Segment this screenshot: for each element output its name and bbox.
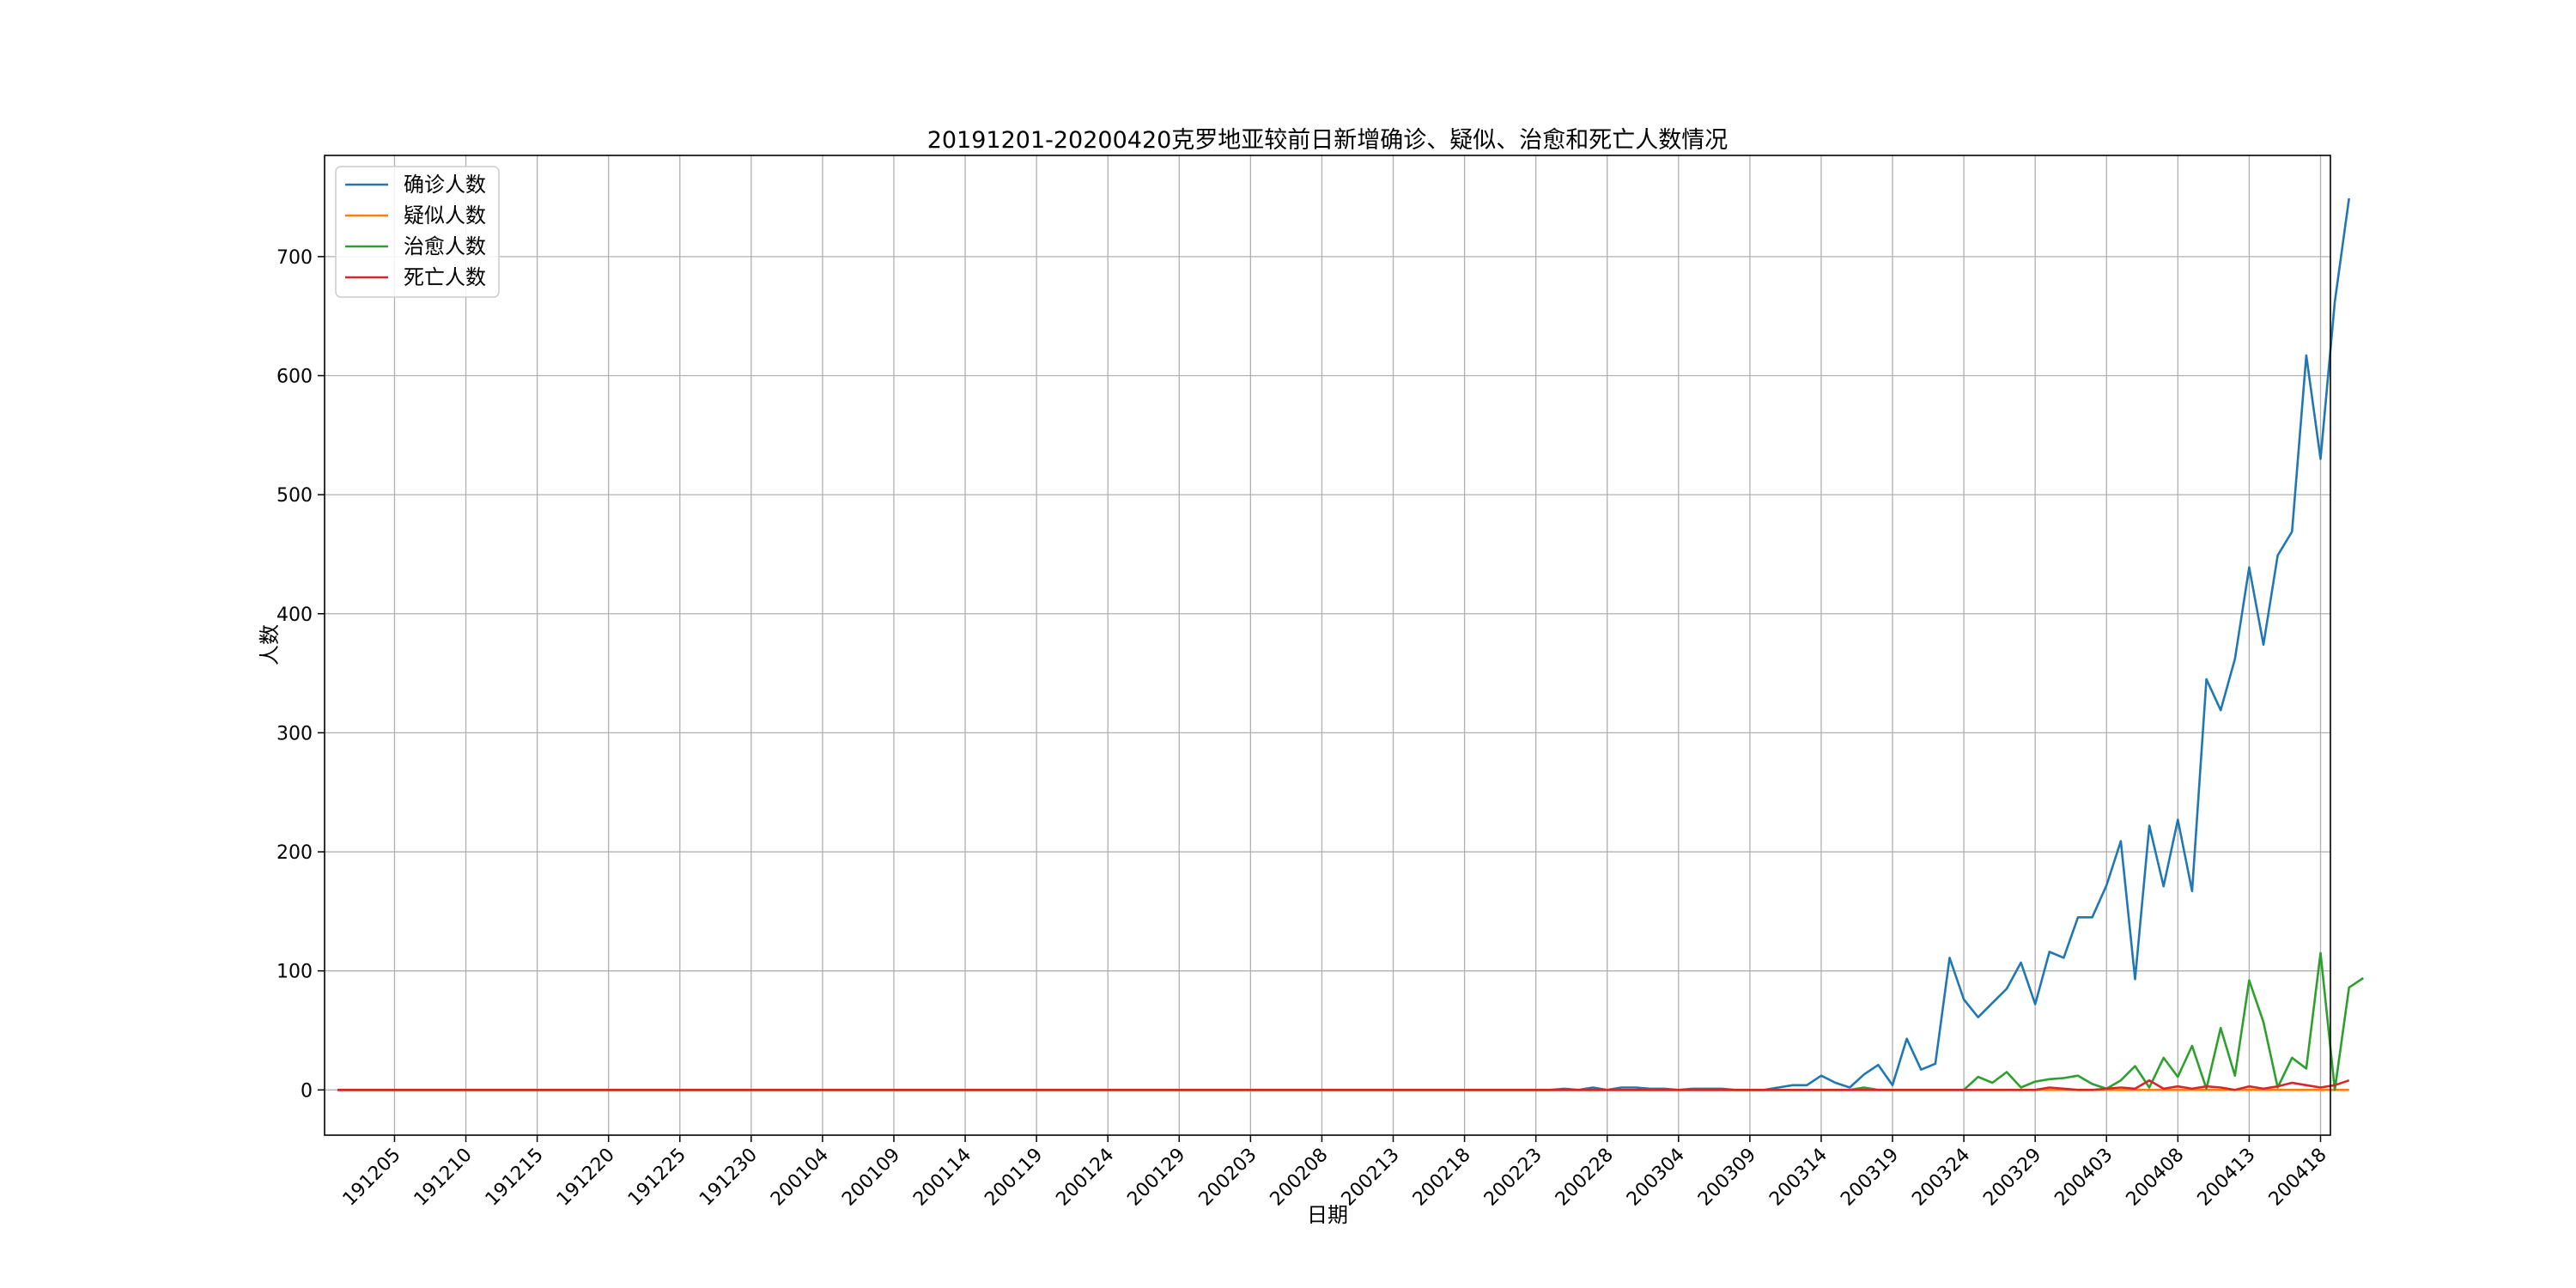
chart-title: 20191201-20200420克罗地亚较前日新增确诊、疑似、治愈和死亡人数情… [927, 127, 1728, 154]
series-line [337, 1078, 2350, 1091]
y-tick-label: 0 [301, 1080, 313, 1102]
legend-box [335, 166, 500, 298]
x-gridlines [393, 155, 2322, 1135]
series-line [337, 951, 2365, 1091]
legend-label: 疑似人数 [404, 204, 486, 228]
plot-frame [324, 155, 2331, 1136]
x-axis-label: 日期 [1307, 1203, 1348, 1227]
y-tick-label: 200 [276, 842, 313, 864]
legend-label: 确诊人数 [404, 173, 486, 197]
series-lines [337, 197, 2365, 1091]
y-tick-label: 100 [276, 962, 313, 983]
y-tick-label: 300 [276, 723, 313, 744]
legend-item: 确诊人数 [345, 173, 486, 197]
y-axis-label: 人数 [258, 624, 282, 665]
plot-area [325, 155, 2330, 1135]
legend-item: 死亡人数 [345, 265, 486, 289]
y-tick-label: 600 [276, 366, 313, 387]
legend-label: 死亡人数 [404, 265, 486, 289]
y-tick-label: 400 [276, 605, 313, 626]
y-tick-label: 700 [276, 247, 313, 269]
y-tick-label: 500 [276, 485, 313, 507]
legend: 确诊人数 疑似人数 治愈人数 死亡人数 [335, 166, 500, 298]
legend-label: 治愈人数 [404, 234, 486, 258]
legend-item: 疑似人数 [345, 204, 486, 228]
legend-item: 治愈人数 [345, 234, 486, 258]
y-axis-ticks: 0 100 200 300 400 500 600 700 [276, 247, 325, 1102]
